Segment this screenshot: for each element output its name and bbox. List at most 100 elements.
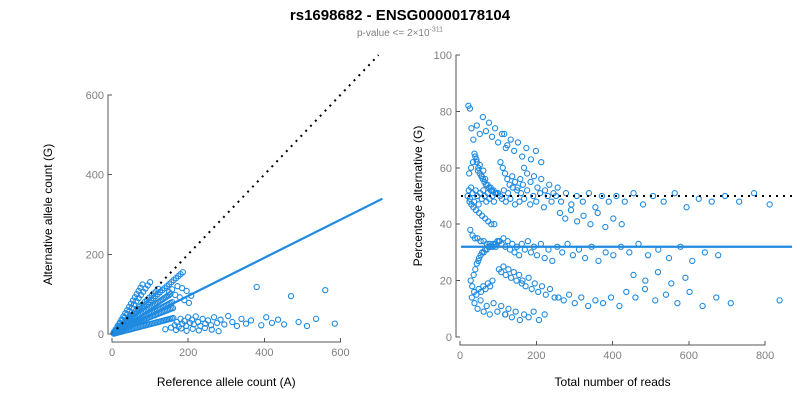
data-point	[551, 294, 558, 301]
data-point	[525, 314, 532, 321]
data-point	[674, 300, 681, 307]
right-plot-svg: 0 20 40 60 80 100 Percentage alternative (G) 0 2…	[411, 50, 792, 389]
data-point	[502, 311, 509, 318]
data-point	[483, 302, 490, 310]
data-point	[523, 187, 531, 194]
x-tick-label: 600	[680, 350, 698, 362]
data-point	[569, 252, 577, 259]
data-point	[708, 198, 715, 205]
data-point	[167, 324, 175, 331]
data-point	[683, 204, 690, 211]
data-point	[642, 277, 649, 284]
data-point	[652, 297, 659, 304]
data-point	[467, 277, 474, 284]
data-point	[538, 159, 545, 166]
data-point	[510, 268, 517, 276]
data-point	[641, 285, 649, 293]
data-point	[195, 327, 202, 334]
data-point	[491, 221, 498, 228]
data-point	[487, 187, 495, 194]
data-point	[469, 283, 476, 290]
data-point	[555, 294, 562, 301]
data-point	[499, 164, 506, 171]
data-point	[473, 156, 480, 163]
data-point	[474, 305, 481, 312]
data-point	[475, 257, 482, 265]
data-point	[127, 300, 135, 307]
data-point	[482, 285, 489, 293]
data-point	[470, 198, 478, 205]
data-point	[585, 190, 593, 197]
data-point	[713, 294, 720, 301]
data-point	[169, 304, 177, 312]
data-point	[183, 287, 190, 295]
data-point	[546, 181, 553, 188]
data-point	[532, 147, 540, 155]
data-point	[162, 326, 169, 333]
data-point	[613, 192, 620, 200]
data-point	[500, 263, 507, 270]
data-point	[268, 319, 276, 326]
data-point	[686, 288, 693, 296]
data-point	[602, 223, 609, 231]
data-point	[170, 314, 177, 322]
data-point	[519, 277, 526, 284]
data-point	[505, 305, 512, 312]
data-point	[610, 252, 617, 259]
data-point	[471, 150, 478, 157]
data-point	[632, 294, 639, 301]
data-point	[535, 288, 542, 296]
x-axis-line	[111, 338, 341, 343]
data-point	[207, 322, 215, 329]
data-point	[221, 321, 228, 328]
data-point	[530, 308, 537, 315]
data-point	[468, 125, 475, 132]
data-point	[578, 294, 585, 301]
data-point	[224, 312, 232, 320]
data-point	[530, 192, 537, 200]
data-point	[557, 198, 565, 205]
data-point	[517, 190, 525, 197]
data-point	[750, 190, 758, 197]
data-point	[490, 300, 497, 307]
data-point	[540, 204, 548, 211]
data-point	[238, 315, 245, 322]
data-point	[476, 161, 483, 169]
x-tick-label: 800	[756, 350, 774, 362]
x-tick-label: 400	[255, 347, 273, 359]
y-tick-label: 80	[440, 106, 452, 118]
data-point	[592, 297, 599, 304]
data-point	[504, 237, 511, 245]
y-tick-label: 20	[440, 276, 452, 288]
data-point	[522, 283, 529, 290]
data-point	[721, 192, 729, 200]
data-point	[511, 201, 519, 208]
data-point	[274, 316, 282, 323]
data-point	[131, 294, 138, 301]
data-point	[546, 285, 554, 293]
data-point	[610, 215, 617, 222]
data-point	[172, 326, 180, 334]
data-point	[208, 326, 215, 333]
x-tick-label: 200	[179, 347, 197, 359]
data-point	[498, 302, 505, 310]
y-axis-line	[107, 94, 112, 335]
y-axis-title: Percentage alternative (G)	[411, 126, 425, 267]
data-point	[682, 274, 689, 281]
data-point	[514, 139, 522, 146]
left-plot-svg: 0 200 400 600 Alternative allele count (G) 0 2…	[41, 54, 383, 389]
data-point	[247, 317, 255, 324]
data-point	[520, 311, 528, 318]
data-point	[507, 136, 514, 143]
data-point	[472, 153, 479, 160]
data-point	[186, 319, 194, 326]
data-point	[607, 294, 615, 301]
data-point	[466, 105, 474, 112]
data-point	[468, 294, 475, 301]
data-point	[618, 221, 625, 228]
data-point	[471, 235, 479, 242]
data-point	[660, 198, 667, 205]
data-point	[562, 190, 570, 197]
data-point	[179, 269, 186, 276]
data-point	[536, 190, 544, 197]
